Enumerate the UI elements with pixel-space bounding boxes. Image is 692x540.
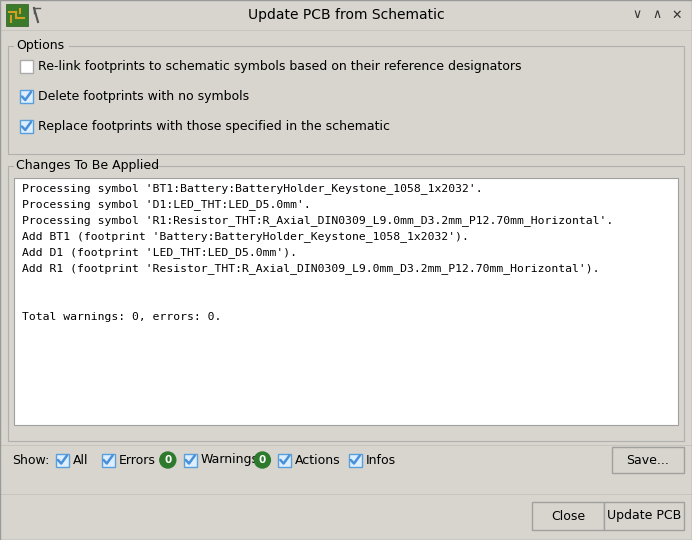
Bar	[20, 60, 33, 73]
Text: Close: Close	[551, 510, 585, 523]
Text: Add R1 (footprint 'Resistor_THT:R_Axial_DIN0309_L9.0mm_D3.2mm_P12.70mm_Horizonta: Add R1 (footprint 'Resistor_THT:R_Axial_…	[22, 264, 599, 274]
Text: Changes To Be Applied: Changes To Be Applied	[16, 159, 159, 172]
Text: ∧: ∧	[653, 9, 662, 22]
Bar	[14, 178, 678, 425]
Text: Replace footprints with those specified in the schematic: Replace footprints with those specified …	[38, 120, 390, 133]
Bar	[6, 4, 28, 26]
Text: 0: 0	[164, 455, 172, 465]
FancyBboxPatch shape	[604, 502, 684, 530]
Bar	[349, 454, 362, 467]
FancyBboxPatch shape	[612, 447, 684, 473]
Bar	[184, 454, 197, 467]
Text: Errors: Errors	[118, 454, 156, 467]
Text: Options: Options	[16, 39, 64, 52]
Bar	[278, 454, 291, 467]
Bar	[0, 0, 692, 30]
Text: Infos: Infos	[366, 454, 396, 467]
Bar	[8, 166, 684, 441]
Text: Processing symbol 'BT1:Battery:BatteryHolder_Keystone_1058_1x2032'.: Processing symbol 'BT1:Battery:BatteryHo…	[22, 184, 482, 194]
Text: ✕: ✕	[672, 9, 682, 22]
Bar	[8, 46, 684, 154]
Text: Total warnings: 0, errors: 0.: Total warnings: 0, errors: 0.	[22, 312, 221, 322]
FancyBboxPatch shape	[532, 502, 604, 530]
Bar	[102, 454, 115, 467]
Bar	[14, 39, 69, 53]
Text: Re-link footprints to schematic symbols based on their reference designators: Re-link footprints to schematic symbols …	[38, 60, 522, 73]
Bar	[20, 120, 33, 133]
Text: Update PCB from Schematic: Update PCB from Schematic	[248, 8, 444, 22]
Text: Add D1 (footprint 'LED_THT:LED_D5.0mm').: Add D1 (footprint 'LED_THT:LED_D5.0mm').	[22, 247, 297, 259]
Text: Processing symbol 'D1:LED_THT:LED_D5.0mm'.: Processing symbol 'D1:LED_THT:LED_D5.0mm…	[22, 200, 311, 211]
Text: 0: 0	[259, 455, 266, 465]
Circle shape	[255, 452, 271, 468]
Text: Add BT1 (footprint 'Battery:BatteryHolder_Keystone_1058_1x2032').: Add BT1 (footprint 'Battery:BatteryHolde…	[22, 232, 469, 242]
Bar	[20, 90, 33, 103]
Bar	[14, 159, 139, 173]
Text: Actions: Actions	[295, 454, 341, 467]
Text: Delete footprints with no symbols: Delete footprints with no symbols	[38, 90, 249, 103]
Circle shape	[160, 452, 176, 468]
Text: Processing symbol 'R1:Resistor_THT:R_Axial_DIN0309_L9.0mm_D3.2mm_P12.70mm_Horizo: Processing symbol 'R1:Resistor_THT:R_Axi…	[22, 215, 613, 226]
Text: Update PCB: Update PCB	[607, 510, 681, 523]
Bar	[56, 454, 69, 467]
Text: ∨: ∨	[632, 9, 641, 22]
Text: Show:: Show:	[12, 454, 49, 467]
Text: Save...: Save...	[626, 454, 669, 467]
Text: Warnings: Warnings	[201, 454, 259, 467]
Text: All: All	[73, 454, 89, 467]
